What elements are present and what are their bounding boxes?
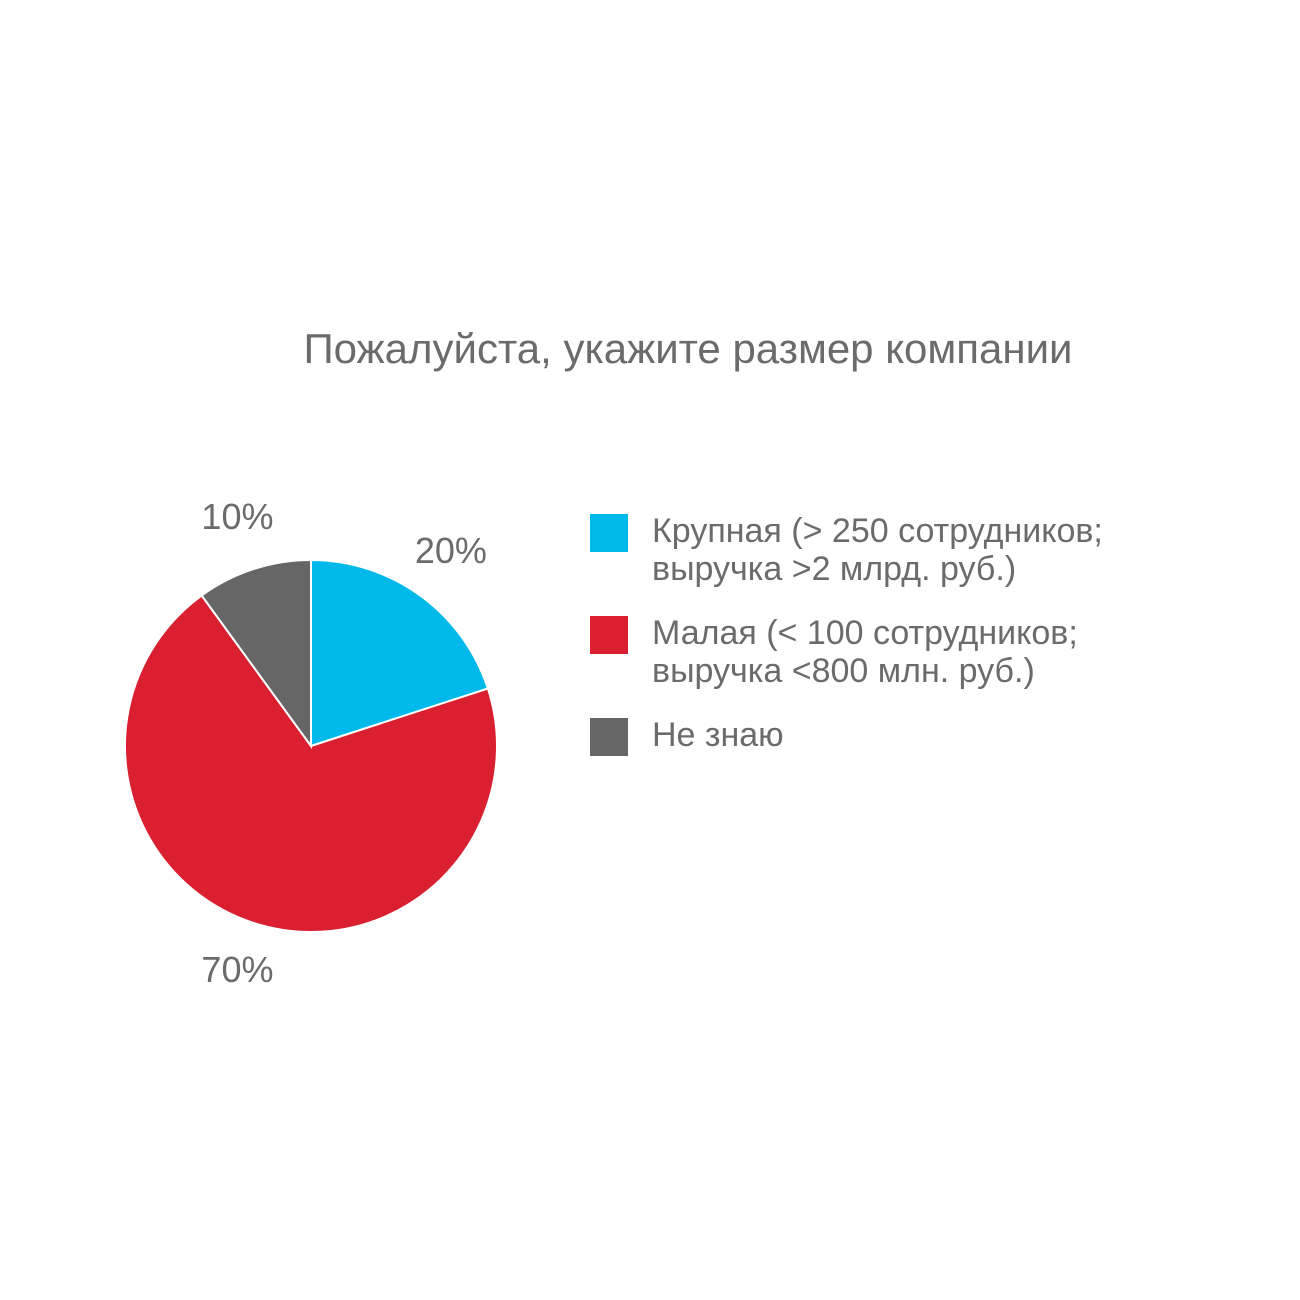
legend-label: Крупная (> 250 сотрудников; выручка >2 м… <box>652 512 1103 588</box>
pie-slice <box>124 594 498 933</box>
legend-item: Малая (< 100 сотрудников; выручка <800 м… <box>590 614 1212 690</box>
data-label: 70% <box>201 949 273 990</box>
legend-swatch <box>590 514 628 552</box>
legend-label: Малая (< 100 сотрудников; выручка <800 м… <box>652 614 1078 690</box>
legend-label: Не знаю <box>652 716 784 754</box>
data-label: 20% <box>415 530 487 571</box>
legend-item: Крупная (> 250 сотрудников; выручка >2 м… <box>590 512 1212 588</box>
legend-item: Не знаю <box>590 716 1212 756</box>
chart-title: Пожалуйста, укажите размер компании <box>303 325 1072 372</box>
data-label: 10% <box>201 496 273 537</box>
legend-swatch <box>590 616 628 654</box>
pie-slice <box>310 558 490 748</box>
legend-swatch <box>590 718 628 756</box>
pie-slice <box>200 558 312 750</box>
